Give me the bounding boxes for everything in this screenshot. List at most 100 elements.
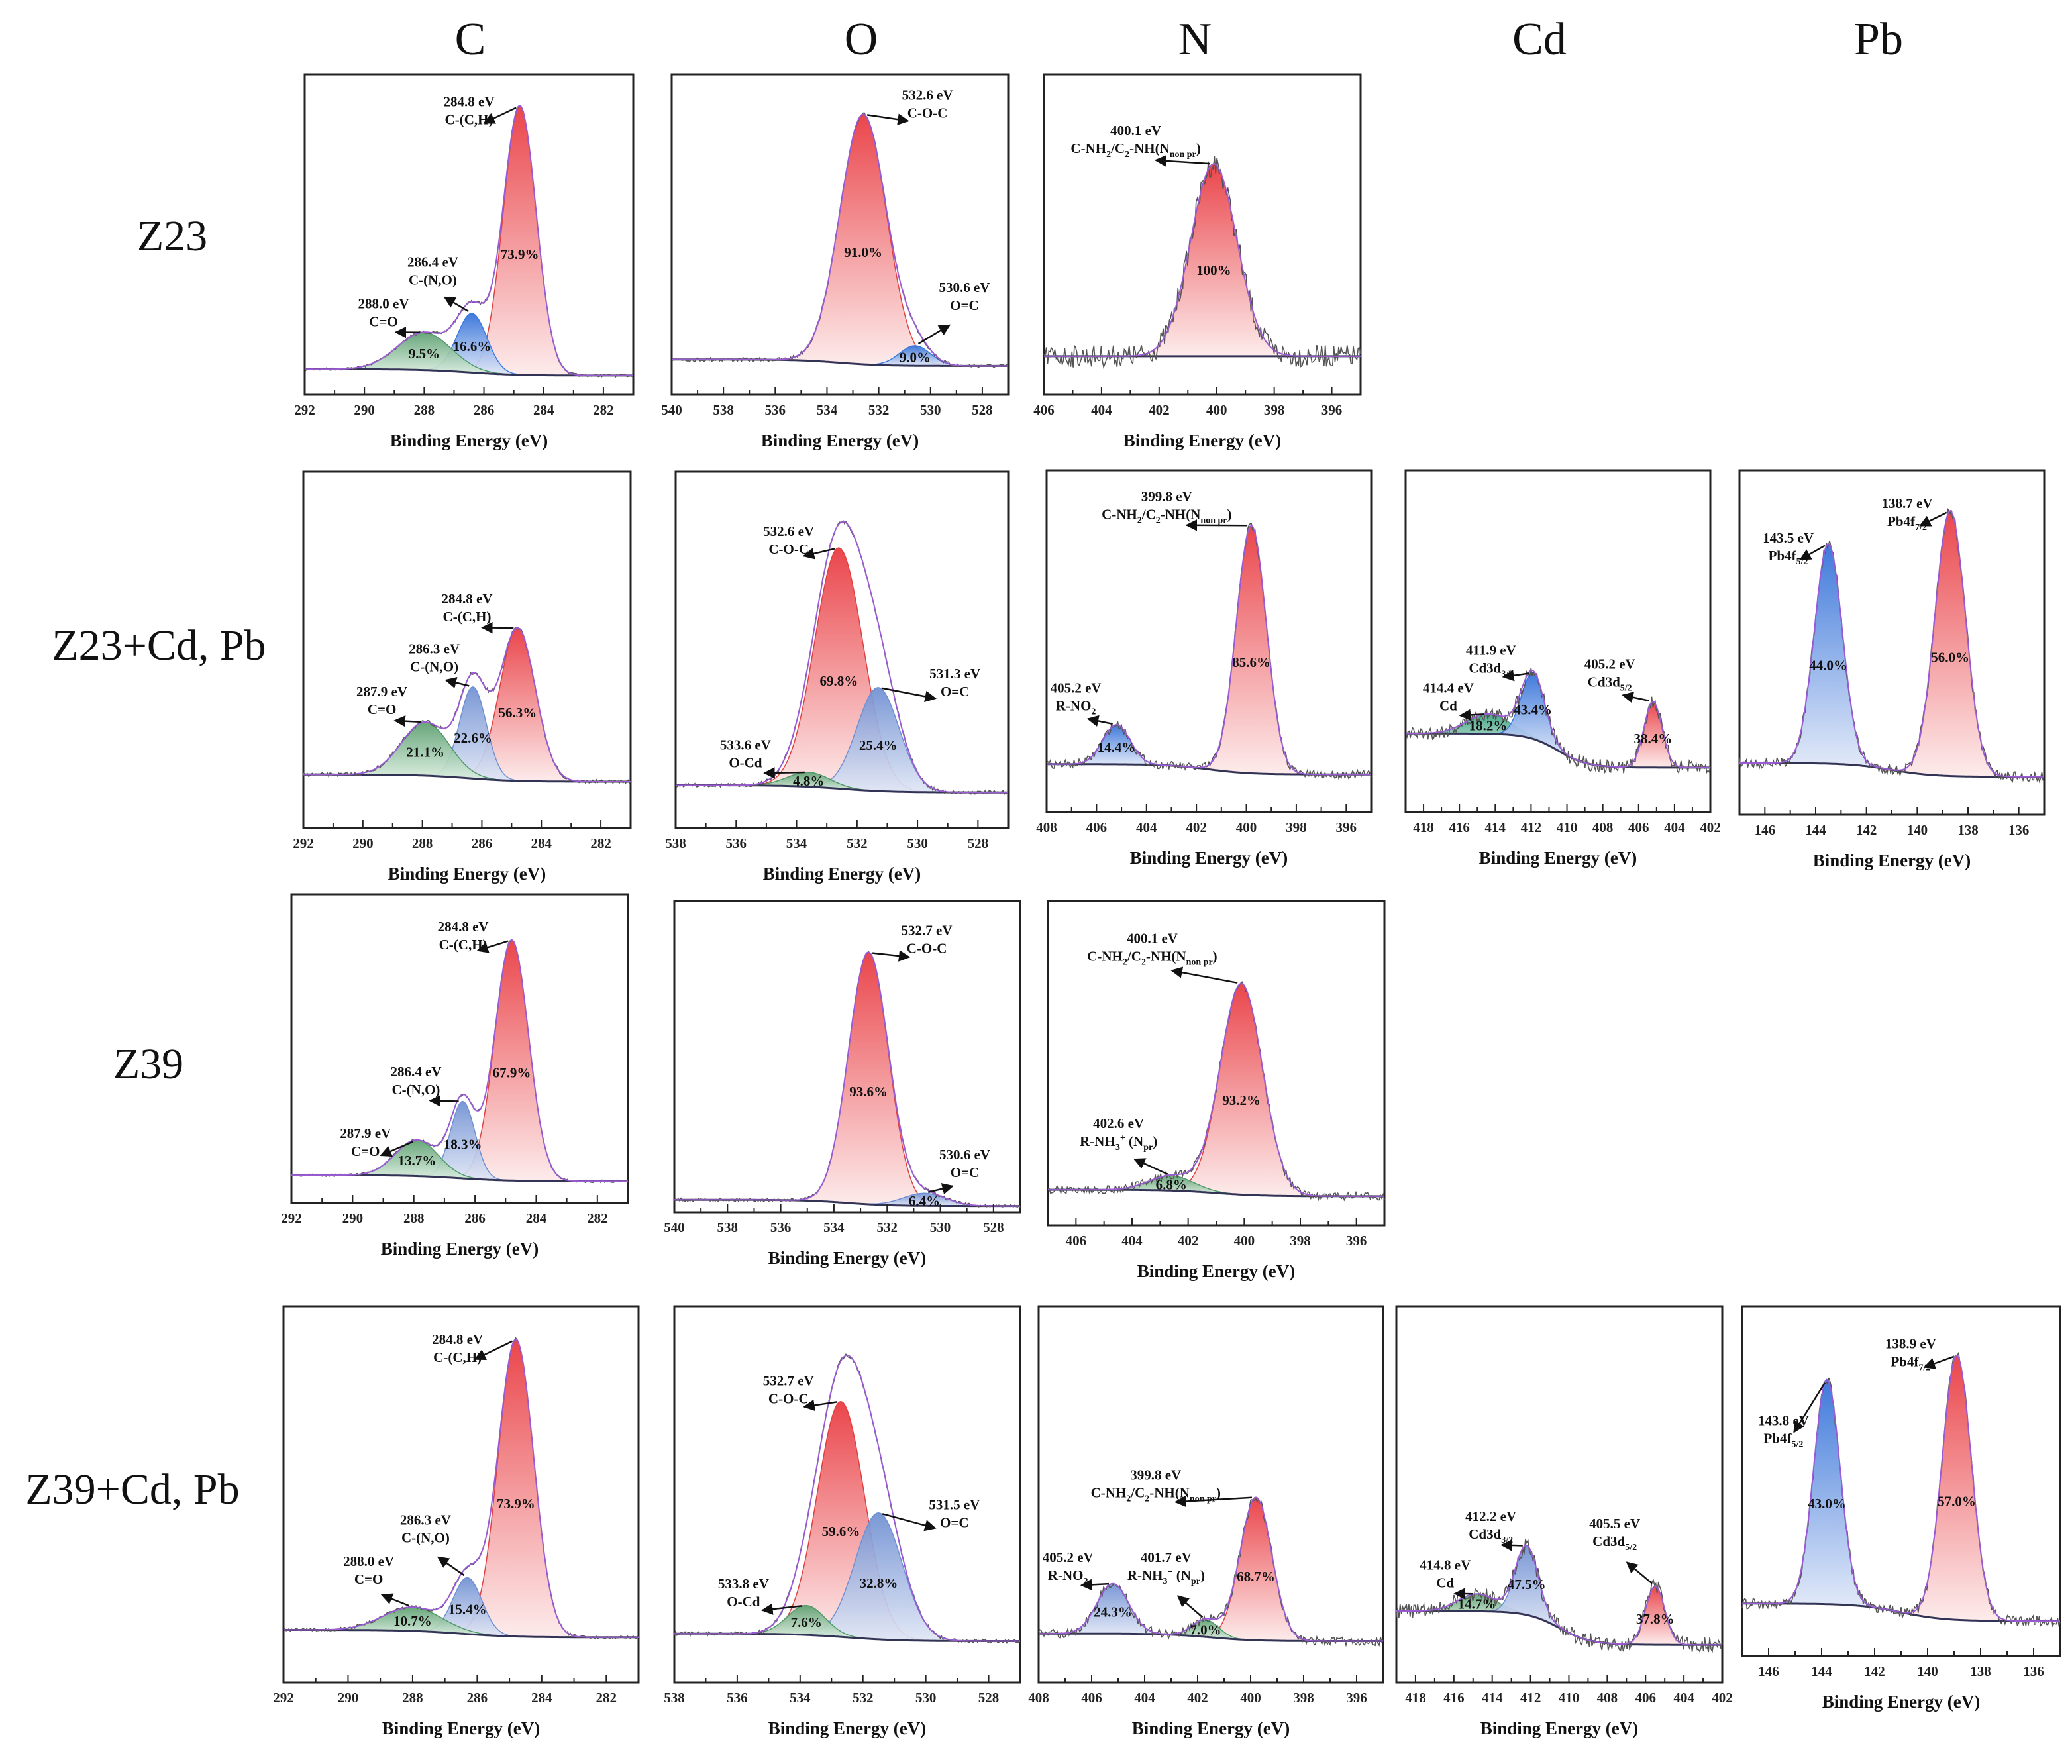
x-tick-label: 538 [664, 1690, 685, 1706]
peak-energy-label: 530.6 eV [939, 280, 990, 295]
x-tick-label: 418 [1413, 819, 1434, 835]
x-tick-label: 282 [596, 1690, 617, 1706]
x-axis-label: Binding Energy (eV) [763, 864, 921, 884]
x-tick-label: 532 [847, 835, 868, 851]
peak-percent: 6.4% [909, 1193, 940, 1209]
annotation-arrow [1080, 1579, 1110, 1591]
x-tick-label: 402 [1149, 402, 1170, 418]
annotation-arrow [1170, 966, 1238, 984]
x-axis-label: Binding Energy (eV) [1132, 1718, 1290, 1738]
x-tick-label: 290 [352, 835, 374, 851]
x-tick-label: 532 [876, 1219, 898, 1235]
x-tick-label: 530 [920, 402, 941, 418]
peak-energy-label: 532.6 eV [902, 87, 953, 103]
peak-percent: 9.0% [900, 350, 931, 366]
annotation-arrow [1459, 709, 1484, 721]
x-tick-label: 402 [1712, 1690, 1733, 1706]
peak-energy-label: 288.0 eV [358, 295, 409, 311]
row-label-z39-cd-pb: Z39+Cd, Pb [25, 1465, 239, 1514]
x-tick-label: 418 [1405, 1690, 1426, 1706]
annotation-arrow [802, 548, 835, 560]
peak-assignment-label: O=C [940, 1515, 968, 1531]
annotation-arrow [1502, 670, 1529, 682]
panel-r4O: 59.6% 532.7 eV C-O-C 32.8% 531.5 eV O=C 7.6% 53… [664, 1305, 1021, 1738]
peak-energy-label: 284.8 eV [444, 93, 495, 109]
x-tick-label: 416 [1443, 1690, 1465, 1706]
x-tick-label: 534 [790, 1690, 811, 1706]
x-tick-label: 532 [853, 1690, 874, 1706]
x-tick-label: 292 [281, 1210, 302, 1226]
peak-energy-label: 531.3 eV [929, 666, 980, 682]
x-tick-label: 408 [1036, 819, 1057, 835]
annotation-arrow [429, 1095, 459, 1107]
peak-assignment-label: R-NO2 [1056, 698, 1096, 717]
x-tick-label: 534 [823, 1219, 845, 1235]
panel-r2N: 85.6% 399.8 eV C-NH2/C2-NH(Nnon pr) 14.4% 40… [1036, 469, 1373, 868]
peak-assignment-label: Cd [1436, 1575, 1454, 1591]
x-tick-label: 288 [412, 835, 433, 851]
peak-percent: 38.4% [1634, 731, 1673, 747]
annotation-arrow [882, 687, 937, 703]
envelope-fit [291, 939, 628, 1182]
peak-percent: 43.0% [1808, 1496, 1846, 1512]
x-tick-label: 406 [1635, 1690, 1656, 1706]
peak-energy-label: 286.3 eV [409, 641, 460, 656]
peak-energy-label: 530.6 eV [939, 1147, 990, 1163]
x-tick-label: 404 [1664, 819, 1685, 835]
row-label-z39: Z39 [113, 1040, 183, 1088]
peak-percent: 4.8% [793, 773, 824, 789]
x-tick-label: 412 [1521, 819, 1542, 835]
peak-energy-label: 138.7 eV [1882, 495, 1933, 511]
x-tick-label: 528 [972, 402, 993, 418]
peak-percent: 32.8% [860, 1575, 898, 1591]
peak-assignment-label: C-NH2/C2-NH(Nnon pr) [1087, 949, 1217, 968]
envelope-fit [305, 105, 633, 376]
envelope-fit [1396, 1544, 1722, 1646]
x-tick-label: 282 [587, 1210, 608, 1226]
peak-energy-label: 532.7 eV [902, 923, 953, 939]
peak-percent: 73.9% [497, 1496, 535, 1512]
peak-percent: 10.7% [393, 1613, 432, 1629]
x-tick-label: 142 [1856, 822, 1877, 838]
peak-assignment-label: C-(C,H) [433, 1349, 482, 1365]
peak-energy-label: 533.8 eV [718, 1576, 769, 1592]
peak-assignment-label: O-Cd [727, 1594, 760, 1610]
peak-assignment-label: C=O [368, 701, 396, 717]
peak-assignment-label: Cd3d5/2 [1592, 1533, 1637, 1553]
annotation-arrow [437, 1556, 465, 1577]
peak-energy-label: 286.4 eV [390, 1064, 441, 1080]
peak-energy-label: 531.5 eV [929, 1497, 980, 1513]
x-axis-label: Binding Energy (eV) [381, 1239, 539, 1259]
annotation-arrow [1133, 1158, 1168, 1175]
envelope-fit [1047, 525, 1371, 776]
x-tick-label: 414 [1482, 1690, 1503, 1706]
x-tick-label: 396 [1346, 1690, 1367, 1706]
x-tick-label: 286 [467, 1690, 488, 1706]
x-tick-label: 534 [786, 835, 807, 851]
panel-r2C: 56.3% 284.8 eV C-(C,H) 22.6% 286.3 eV C-(N,O)… [293, 470, 632, 884]
peak-assignment-label: C-(N,O) [410, 658, 458, 674]
peak-energy-label: 284.8 eV [432, 1331, 483, 1347]
peak-assignment-label: C-(N,O) [409, 272, 457, 287]
peak-percent: 14.4% [1098, 739, 1136, 755]
peak-energy-label: 287.9 eV [340, 1125, 391, 1141]
x-axis-label: Binding Energy (eV) [388, 864, 546, 884]
x-axis-label: Binding Energy (eV) [1480, 1718, 1639, 1738]
peak-energy-label: 532.7 eV [763, 1373, 814, 1388]
row-label-z23-cd-pb: Z23+Cd, Pb [52, 621, 266, 670]
panel-r3O: 93.6% 532.7 eV C-O-C 6.4% 530.6 eV O=C 528 530 5… [664, 900, 1021, 1268]
annotation-arrow [872, 950, 911, 962]
peak-energy-label: 405.2 eV [1584, 656, 1635, 672]
x-axis-label: Binding Energy (eV) [1130, 848, 1288, 868]
x-tick-label: 284 [526, 1210, 547, 1226]
peak-percent: 37.8% [1636, 1611, 1675, 1627]
x-tick-label: 408 [1592, 819, 1614, 835]
x-tick-label: 530 [907, 835, 928, 851]
peak-percent: 93.6% [849, 1084, 888, 1100]
peak-energy-label: 286.4 eV [407, 254, 458, 270]
peak-energy-label: 284.8 eV [438, 919, 489, 935]
peak-assignment-label: C-NH2/C2-NH(Nnon pr) [1091, 1484, 1221, 1504]
x-axis-label: Binding Energy (eV) [1123, 431, 1282, 450]
